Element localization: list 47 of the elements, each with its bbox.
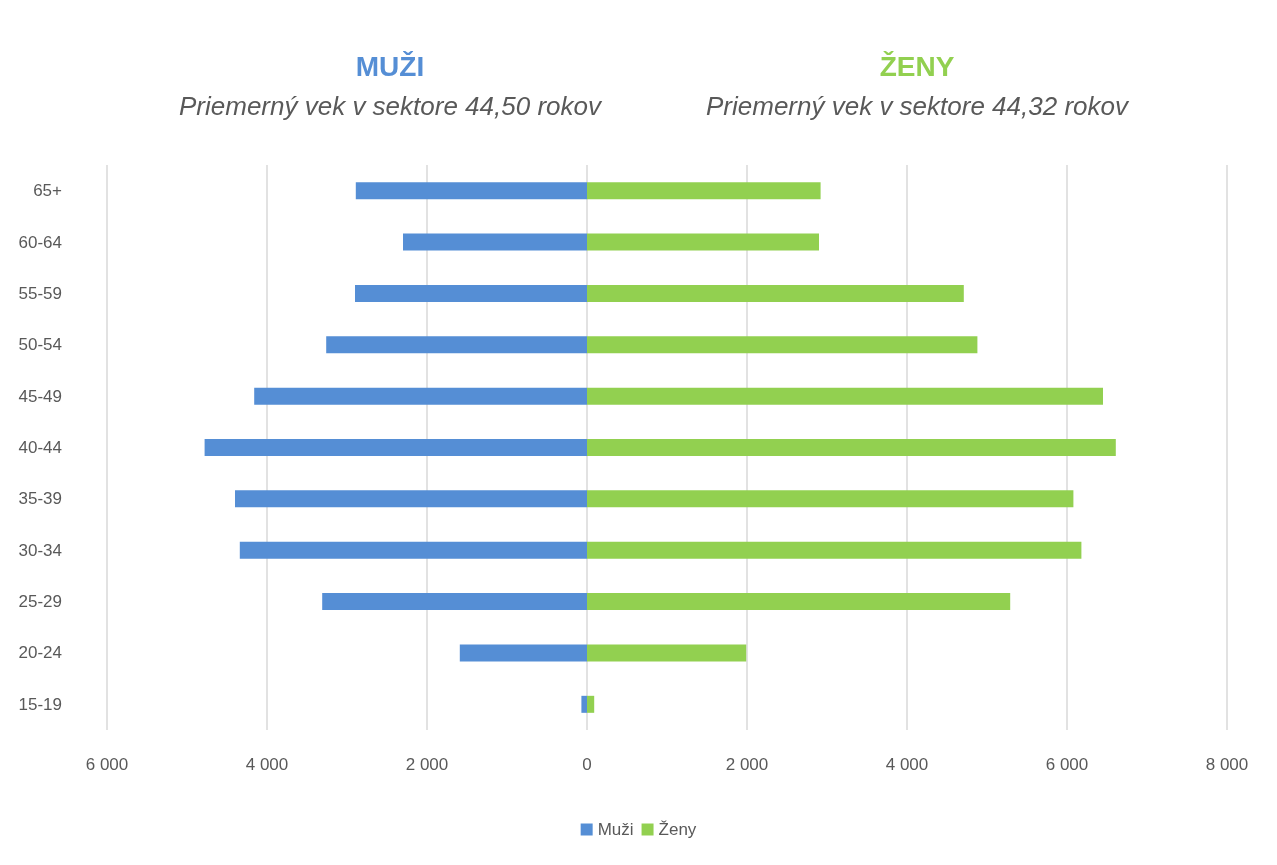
bar — [322, 593, 587, 611]
legend-label: Muži — [597, 820, 634, 839]
x-tick-label: 4 000 — [885, 755, 929, 774]
bar — [587, 541, 1082, 559]
y-tick-label: 20-24 — [18, 643, 62, 663]
bar — [581, 695, 587, 713]
y-tick-label: 45-49 — [18, 386, 62, 406]
y-tick-label: 40-44 — [18, 438, 62, 457]
legend-label: Ženy — [658, 820, 697, 839]
y-tick-label: 15-19 — [18, 694, 62, 714]
text: ŽENY — [879, 50, 955, 82]
y-tick-label: 50-54 — [18, 335, 62, 355]
bar — [587, 593, 1011, 611]
bar — [254, 387, 587, 405]
y-tick-label: 35-39 — [18, 489, 62, 509]
x-tick-label: 6 000 — [1045, 755, 1089, 774]
bar — [235, 490, 587, 508]
x-tick-label: 6 000 — [85, 755, 129, 774]
text: Priemerný vek v sektore 44,32 rokov — [706, 91, 1130, 121]
x-tick-label: 2 000 — [725, 755, 769, 774]
x-tick-label: 0 — [582, 755, 592, 774]
bar — [204, 439, 587, 456]
x-tick-label: 8 000 — [1205, 755, 1249, 774]
bar — [355, 182, 587, 200]
y-tick-label: 60-64 — [18, 232, 62, 252]
y-tick-label: 55-59 — [18, 283, 62, 303]
bar — [459, 644, 587, 662]
y-tick-label: 30-34 — [18, 540, 62, 560]
bar — [587, 695, 595, 713]
bar — [587, 387, 1103, 405]
bar — [587, 490, 1074, 508]
bar — [587, 284, 964, 302]
bar — [587, 182, 821, 200]
x-tick-label: 2 000 — [405, 755, 449, 774]
bar — [403, 233, 587, 251]
y-tick-label: 65+ — [33, 181, 63, 201]
bar — [587, 644, 747, 662]
bar — [587, 233, 819, 251]
bar — [239, 541, 587, 559]
bar — [355, 284, 587, 302]
bar — [326, 336, 587, 354]
text: MUŽI — [355, 50, 425, 82]
bar — [587, 336, 978, 354]
y-tick-label: 25-29 — [18, 592, 62, 612]
x-tick-label: 4 000 — [245, 755, 289, 774]
bar — [587, 439, 1116, 456]
text: Priemerný vek v sektore 44,50 rokov — [179, 91, 603, 121]
